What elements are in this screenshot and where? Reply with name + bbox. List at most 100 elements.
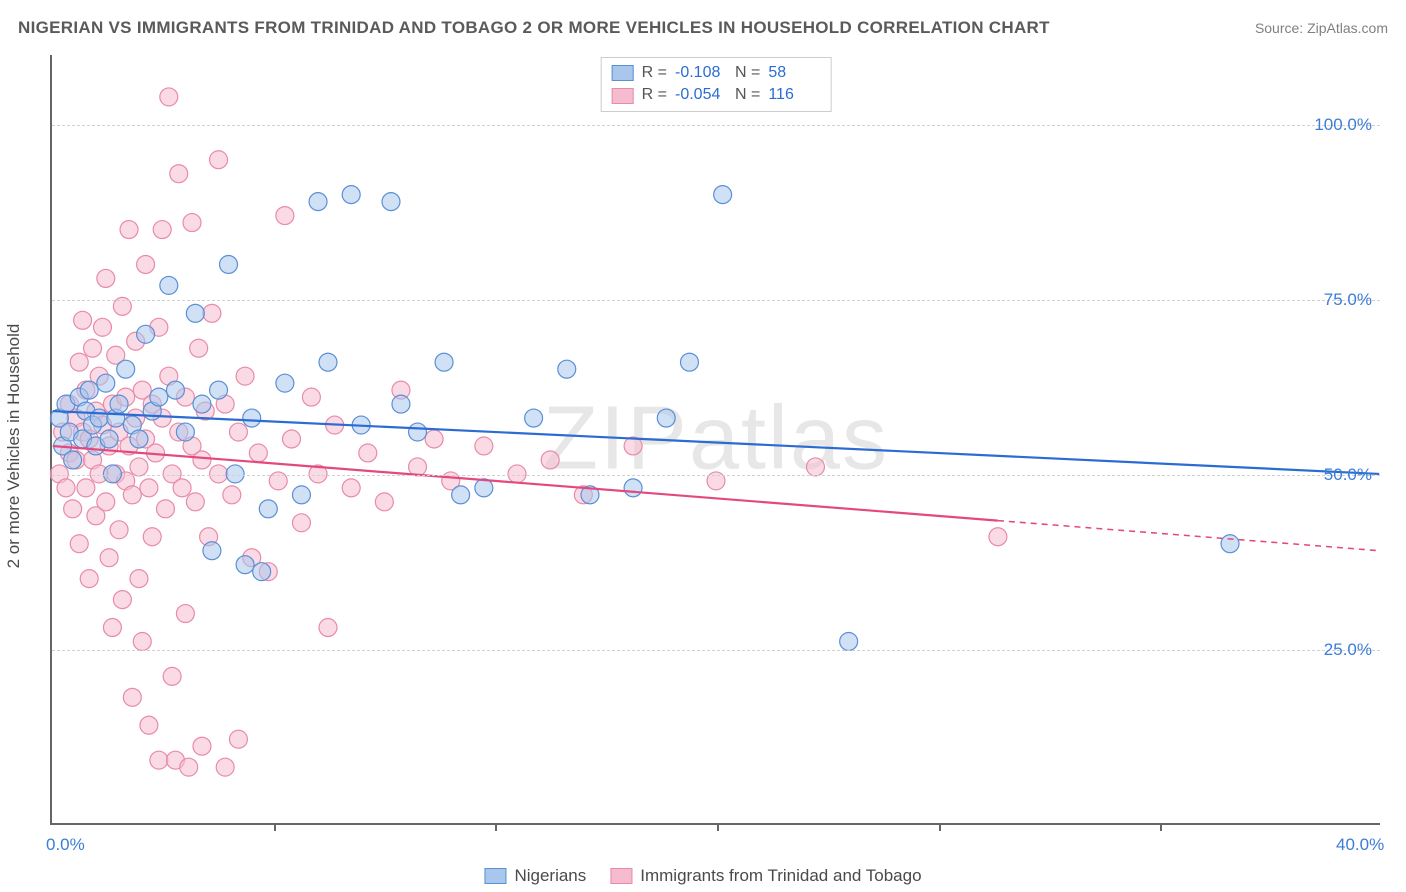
data-point (97, 374, 115, 392)
data-point (93, 318, 111, 336)
trend-line (53, 411, 1380, 474)
data-point (558, 360, 576, 378)
data-point (100, 549, 118, 567)
legend-swatch-b (610, 868, 632, 884)
data-point (210, 465, 228, 483)
x-tick-label-max: 40.0% (1336, 835, 1384, 855)
data-point (253, 563, 271, 581)
data-point (259, 500, 277, 518)
data-point (84, 339, 102, 357)
data-point (77, 479, 95, 497)
legend-item-a: Nigerians (484, 866, 586, 886)
gridline (52, 650, 1380, 651)
y-tick-label: 25.0% (1324, 640, 1372, 660)
gridline (52, 475, 1380, 476)
data-point (624, 479, 642, 497)
data-point (70, 535, 88, 553)
data-point (137, 255, 155, 273)
data-point (392, 395, 410, 413)
data-point (176, 423, 194, 441)
y-tick-label: 75.0% (1324, 290, 1372, 310)
data-point (97, 493, 115, 511)
data-point (375, 493, 393, 511)
data-point (80, 381, 98, 399)
data-point (302, 388, 320, 406)
data-point (236, 367, 254, 385)
data-point (319, 619, 337, 637)
data-point (150, 388, 168, 406)
data-point (342, 186, 360, 204)
data-point (123, 688, 141, 706)
data-point (140, 479, 158, 497)
data-point (210, 381, 228, 399)
data-point (160, 88, 178, 106)
data-point (130, 430, 148, 448)
data-point (714, 186, 732, 204)
legend: Nigerians Immigrants from Trinidad and T… (484, 866, 921, 886)
data-point (57, 479, 75, 497)
data-point (525, 409, 543, 427)
title-bar: NIGERIAN VS IMMIGRANTS FROM TRINIDAD AND… (18, 18, 1388, 38)
data-point (229, 423, 247, 441)
data-point (216, 758, 234, 776)
data-point (163, 667, 181, 685)
data-point (130, 570, 148, 588)
data-point (130, 458, 148, 476)
x-tick (1160, 823, 1162, 831)
data-point (133, 632, 151, 650)
gridline (52, 300, 1380, 301)
data-point (292, 514, 310, 532)
data-point (150, 751, 168, 769)
data-point (276, 207, 294, 225)
data-point (103, 465, 121, 483)
data-point (157, 500, 175, 518)
data-point (64, 500, 82, 518)
x-tick (495, 823, 497, 831)
data-point (90, 409, 108, 427)
data-point (475, 437, 493, 455)
data-point (180, 758, 198, 776)
data-point (193, 451, 211, 469)
legend-swatch-a (484, 868, 506, 884)
data-point (70, 353, 88, 371)
chart-title: NIGERIAN VS IMMIGRANTS FROM TRINIDAD AND… (18, 18, 1050, 38)
data-point (425, 430, 443, 448)
data-point (123, 486, 141, 504)
x-tick (717, 823, 719, 831)
data-point (203, 304, 221, 322)
data-point (190, 339, 208, 357)
legend-label-a: Nigerians (514, 866, 586, 886)
data-point (74, 311, 92, 329)
data-point (243, 409, 261, 427)
data-point (103, 619, 121, 637)
data-point (113, 591, 131, 609)
data-point (309, 193, 327, 211)
data-point (173, 479, 191, 497)
data-point (186, 493, 204, 511)
data-point (283, 430, 301, 448)
data-point (276, 374, 294, 392)
data-point (342, 479, 360, 497)
data-point (153, 221, 171, 239)
y-axis-label: 2 or more Vehicles in Household (4, 324, 24, 569)
data-point (226, 465, 244, 483)
data-point (170, 165, 188, 183)
data-point (137, 325, 155, 343)
data-point (807, 458, 825, 476)
data-point (117, 360, 135, 378)
data-point (989, 528, 1007, 546)
data-point (236, 556, 254, 574)
data-point (176, 605, 194, 623)
data-point (140, 716, 158, 734)
data-point (110, 395, 128, 413)
data-point (223, 486, 241, 504)
plot-area: ZIPatlas R = -0.108 N = 58 R = -0.054 N … (50, 55, 1380, 825)
x-tick (274, 823, 276, 831)
trend-line-dashed (998, 521, 1379, 551)
data-point (229, 730, 247, 748)
data-point (409, 423, 427, 441)
data-point (452, 486, 470, 504)
data-point (220, 255, 238, 273)
data-point (193, 737, 211, 755)
y-tick-label: 50.0% (1324, 465, 1372, 485)
